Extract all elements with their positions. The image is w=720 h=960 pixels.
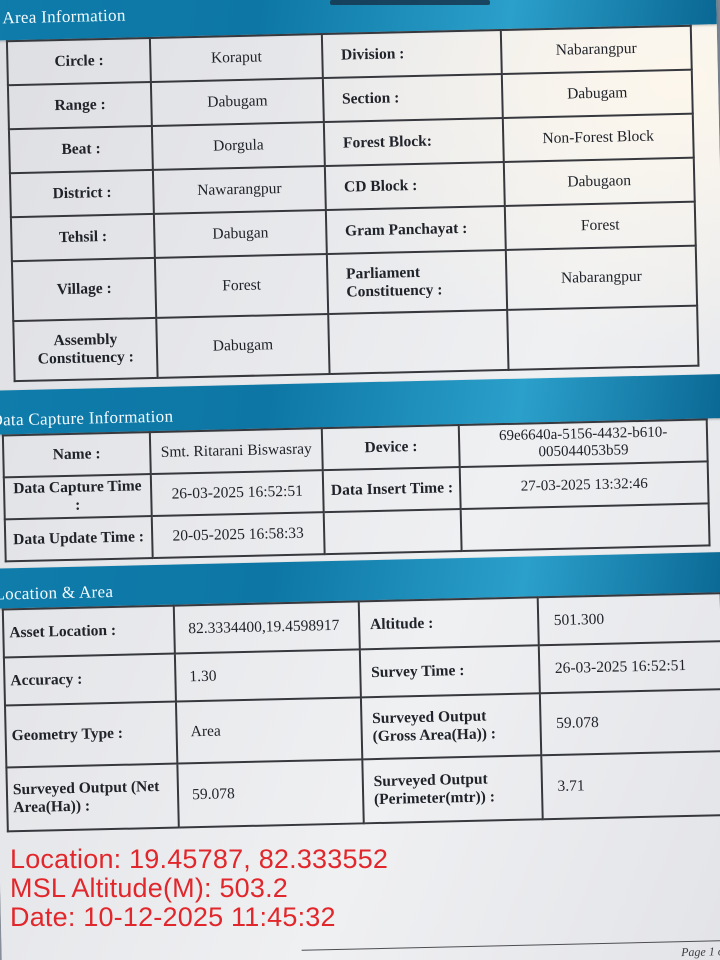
field-value [460, 503, 710, 552]
field-value: 26-03-2025 16:52:51 [150, 470, 325, 517]
field-value: 501.300 [537, 593, 720, 646]
field-value: Nawarangpur [153, 166, 326, 214]
field-label: Section : [322, 74, 503, 123]
field-value: 59.078 [177, 759, 364, 828]
field-label: Altitude : [358, 597, 539, 650]
field-label: Range : [7, 81, 153, 130]
page-footer: Page 1 o [301, 940, 720, 960]
field-value: Koraput [150, 34, 323, 82]
overlay-date-line: Date: 10-12-2025 11:45:32 [10, 902, 336, 932]
field-value: 26-03-2025 16:52:51 [538, 641, 720, 694]
field-value: Dorgula [152, 122, 325, 170]
field-label: Gram Panchayat : [325, 205, 506, 255]
field-label: Data Insert Time : [323, 467, 461, 513]
field-label: Assembly Constituency : [13, 317, 158, 382]
field-value: Forest [504, 201, 696, 250]
field-value [507, 305, 699, 370]
field-value: 20-05-2025 16:58:33 [151, 512, 326, 559]
field-label: Circle : [6, 37, 152, 86]
field-label: Device : [322, 425, 460, 471]
field-value: Dabugan [154, 210, 327, 258]
field-label: Village : [11, 257, 157, 322]
field-value: 27-03-2025 13:32:46 [459, 461, 709, 510]
field-value: Forest [155, 254, 328, 318]
field-value: 3.71 [540, 751, 720, 820]
overlay-altitude-line: MSL Altitude(M): 503.2 [10, 873, 289, 903]
field-value: Non-Forest Block [502, 113, 694, 162]
field-label: Tehsil : [10, 213, 156, 262]
field-label: Surveyed Output (Perimeter(mtr)) : [362, 755, 543, 824]
location-area-table: Asset Location : 82.3334400,19.4598917 A… [2, 592, 720, 832]
field-value: 69e6640a-5156-4432-b610-005044053b59 [458, 419, 708, 468]
field-label: Accuracy : [3, 653, 176, 706]
overlay-location-line: Location: 19.45787, 82.333552 [10, 844, 389, 874]
field-value: Nabarangpur [500, 25, 692, 75]
field-label: Data Update Time : [4, 516, 153, 562]
field-label: Surveyed Output (Gross Area(Ha)) : [360, 693, 541, 760]
field-label [327, 309, 509, 375]
field-value: Dabugaon [503, 157, 695, 206]
field-label: Asset Location : [2, 605, 175, 658]
field-label: CD Block : [324, 161, 505, 211]
field-label: Forest Block: [323, 118, 504, 167]
field-label: Geometry Type : [4, 701, 178, 768]
field-value: Area [175, 697, 363, 764]
field-value: Nabarangpur [505, 245, 698, 310]
field-value: 82.3334400,19.4598917 [173, 601, 360, 654]
area-information-table: Circle : Koraput Division : Nabarangpur … [6, 25, 700, 382]
field-label: Parliament Constituency : [326, 249, 508, 315]
field-value: 1.30 [174, 649, 361, 702]
field-value: Smt. Ritarani Biswasray [149, 428, 324, 475]
field-label: District : [9, 169, 155, 218]
field-value: Dabugam [151, 78, 324, 126]
field-value: 59.078 [539, 689, 720, 756]
field-label: Division : [321, 30, 502, 79]
field-value: Dabugam [156, 314, 330, 378]
page-number-label: Page 1 o [680, 944, 720, 960]
data-capture-table: Name : Smt. Ritarani Biswasray Device : … [2, 418, 711, 562]
field-label [324, 509, 462, 555]
field-label: Beat : [8, 125, 154, 174]
photo-artifact-strip [330, 0, 490, 5]
field-label: Surveyed Output (Net Area(Ha)) : [6, 763, 179, 832]
field-label: Name : [2, 432, 151, 478]
gps-camera-overlay: Location: 19.45787, 82.333552 MSL Altitu… [10, 845, 388, 932]
field-label: Data Capture Time : [3, 474, 152, 520]
field-label: Survey Time : [359, 645, 540, 698]
field-value: Dabugam [501, 69, 693, 119]
